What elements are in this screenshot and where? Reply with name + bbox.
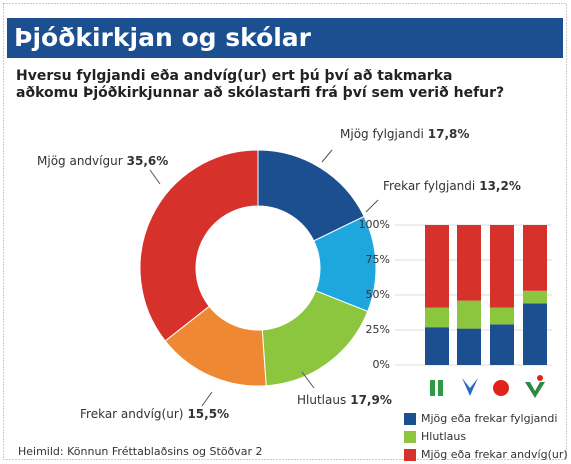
- bar-segment: [457, 225, 481, 301]
- y-tick-label: 50%: [366, 288, 390, 301]
- slice-label: Frekar fylgjandi 13,2%: [383, 179, 521, 193]
- leader-line: [365, 199, 379, 213]
- frame: [3, 3, 567, 460]
- bar-segment: [523, 290, 547, 304]
- legend-label: Mjög eða frekar andvíg(ur): [421, 448, 568, 461]
- bar-segment: [490, 307, 514, 325]
- slice-name: Mjög fylgjandi: [340, 127, 424, 141]
- y-tick-label: 100%: [359, 218, 390, 231]
- slice-label: Mjög fylgjandi 17,8%: [340, 127, 469, 141]
- legend-label: Hlutlaus: [421, 430, 466, 443]
- legend-swatch: [404, 449, 416, 461]
- bar-segment: [457, 328, 481, 365]
- donut-slice: [261, 290, 369, 387]
- slice-value: 13,2%: [479, 179, 521, 193]
- bar-segment: [425, 307, 449, 328]
- legend-swatch: [404, 413, 416, 425]
- leader-line: [321, 149, 333, 163]
- bar-segment: [490, 225, 514, 308]
- source: Heimild: Könnun Fréttablaðsins og Stöðva…: [18, 445, 263, 458]
- bar-segment: [425, 327, 449, 365]
- slice-label: Mjög andvígur 35,6%: [37, 154, 168, 168]
- leader-line: [201, 391, 213, 407]
- bar-segment: [523, 225, 547, 291]
- slice-value: 17,9%: [350, 393, 392, 407]
- slice-value: 17,8%: [428, 127, 470, 141]
- bar-segment: [425, 225, 449, 308]
- bar-segment: [523, 303, 547, 365]
- party-icons: [430, 375, 545, 398]
- slice-value: 35,6%: [127, 154, 169, 168]
- leader-line: [301, 371, 315, 389]
- slice-name: Frekar andvíg(ur): [80, 407, 183, 421]
- slice-label: Frekar andvíg(ur) 15,5%: [80, 407, 229, 421]
- leader-line: [149, 169, 161, 185]
- subtitle: aðkomu Þjóðkirkjunnar að skólastarfi frá…: [16, 85, 504, 101]
- legend-swatch: [404, 431, 416, 443]
- bar-segment: [490, 324, 514, 365]
- y-tick-label: 25%: [366, 323, 390, 336]
- slice-name: Frekar fylgjandi: [383, 179, 475, 193]
- bar-segment: [457, 300, 481, 329]
- slice-value: 15,5%: [187, 407, 229, 421]
- slice-label: Hlutlaus 17,9%: [297, 393, 392, 407]
- title-bar: [7, 18, 563, 58]
- subtitle: Hversu fylgjandi eða andvíg(ur) ert þú þ…: [16, 68, 452, 84]
- y-tick-label: 0%: [373, 358, 390, 371]
- slice-name: Mjög andvígur: [37, 154, 123, 168]
- title: Þjóðkirkjan og skólar: [14, 23, 312, 52]
- donut-slice: [139, 149, 259, 342]
- y-tick-label: 75%: [366, 253, 390, 266]
- legend-label: Mjög eða frekar fylgjandi: [421, 412, 557, 425]
- slice-name: Hlutlaus: [297, 393, 346, 407]
